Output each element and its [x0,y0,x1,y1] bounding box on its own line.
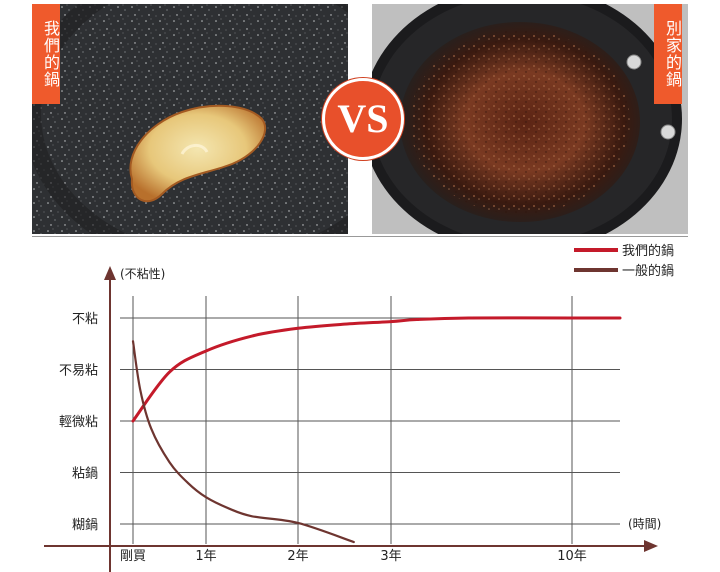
series [131,316,622,544]
y-axis-arrow [104,266,116,280]
x-tick-label: 剛買 [120,549,146,564]
y-tick-label: 輕微粘 [59,415,98,430]
other-pan-tag: 別家的鍋 [654,4,682,104]
other-pan-illustration [372,4,688,234]
our-pan-tag: 我們的鍋 [32,4,60,104]
x-tick-label: 10年 [557,549,587,564]
fried-egg [129,104,267,203]
x-axis-label: (時間) [628,517,661,531]
other-pan-photo [372,4,688,234]
x-tick-label: 1年 [195,549,216,564]
grid [120,296,620,544]
x-tick-label: 3年 [380,549,401,564]
axes [44,266,658,572]
y-tick-label: 糊鍋 [72,517,98,533]
x-tick-label: 2年 [287,549,308,564]
legend-label: 我們的鍋 [622,243,674,259]
section-divider [32,236,688,237]
legend-label: 一般的鍋 [622,263,674,279]
y-tick-label: 粘鍋 [72,466,98,482]
y-tick-label: 不易粘 [59,364,98,379]
vs-badge: VS [322,78,404,160]
y-tick-label: 不粘 [72,312,98,327]
y-axis-label: (不粘性) [120,266,165,281]
series-line-ours [131,316,622,423]
our-pan-photo [32,4,348,234]
series-line-general [131,340,355,544]
our-pan-illustration [32,4,348,234]
x-axis-arrow [644,540,658,552]
